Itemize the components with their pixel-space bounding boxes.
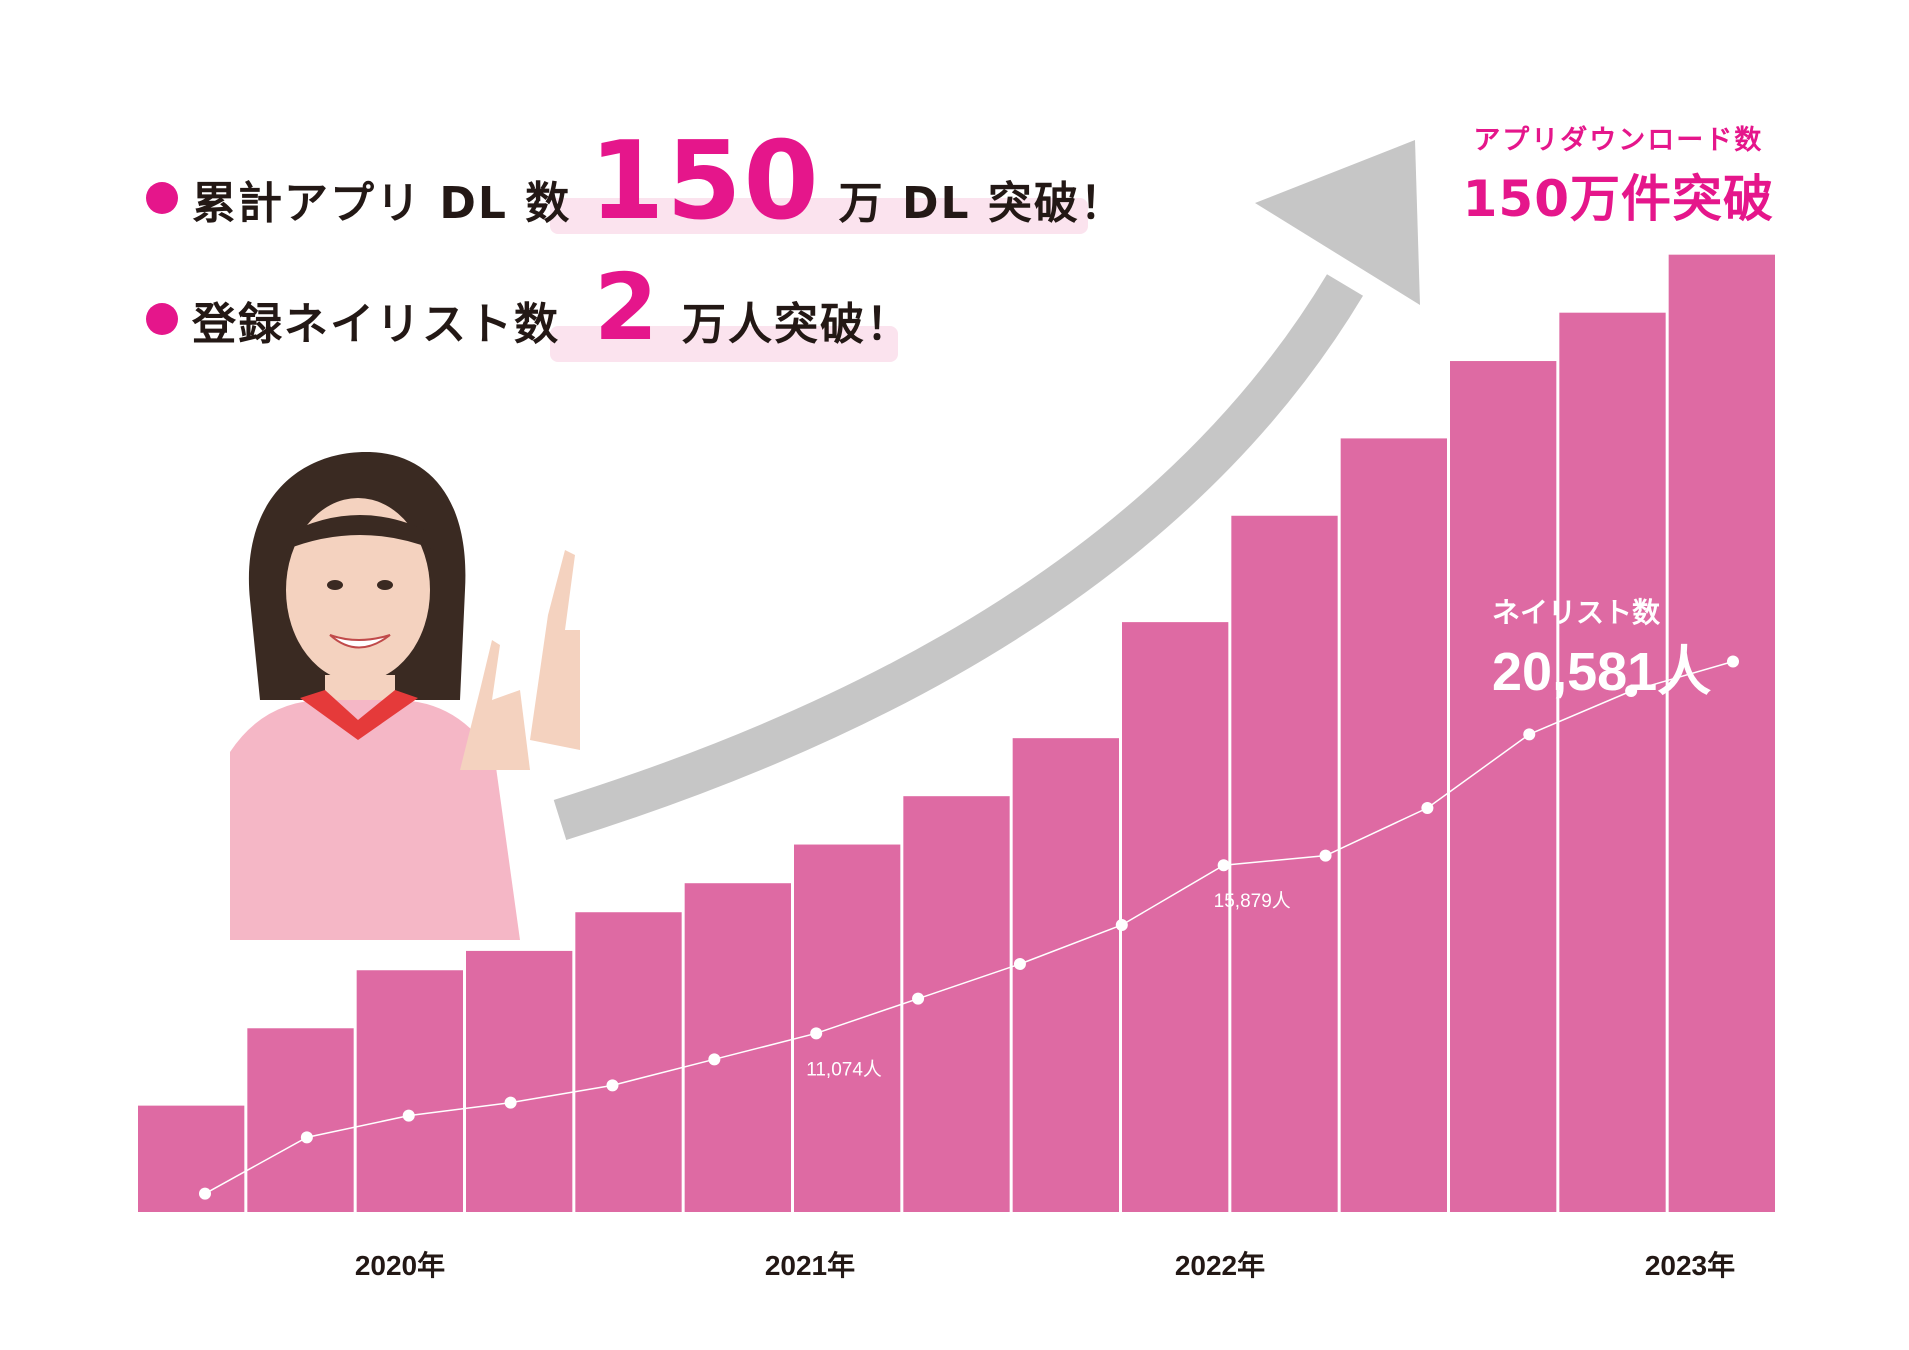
line-point (1523, 728, 1536, 741)
line-point (1115, 919, 1128, 931)
line-point (1421, 802, 1434, 814)
download-callout-value: 150万件突破 (1462, 170, 1774, 228)
line-point (708, 1053, 721, 1066)
nailist-callout-label: ネイリスト数 (1492, 596, 1661, 629)
bar (1559, 312, 1666, 1212)
headline-2-suffix: 万人突破！ (682, 299, 913, 350)
x-tick-label: 2021年 (765, 1249, 855, 1281)
bar (794, 844, 901, 1212)
growth-arrow-head (1255, 140, 1420, 305)
bar (247, 1028, 354, 1212)
bar (1340, 438, 1447, 1212)
line-point (1625, 685, 1638, 697)
growth-arrow (553, 140, 1420, 841)
model-photo (230, 451, 580, 940)
headline-1-prefix: 累計アプリ DL 数 (192, 178, 572, 229)
bar (1668, 254, 1775, 1213)
download-callout-label: アプリダウンロード数 (1473, 125, 1764, 156)
bar (1122, 622, 1229, 1212)
line-point (402, 1109, 415, 1122)
headline-2-number: 2 (594, 254, 659, 361)
bar (575, 912, 682, 1212)
x-tick-label: 2023年 (1645, 1249, 1735, 1281)
line-point (1217, 859, 1230, 872)
line-point (1013, 958, 1026, 970)
line-series: 11,074人 15,879人 (199, 655, 1739, 1200)
x-axis: 2020年 2021年 2022年 2023年 (355, 1249, 1735, 1281)
bar-series (138, 254, 1775, 1213)
bar (903, 796, 1010, 1212)
headline-1-number: 150 (589, 119, 821, 244)
x-tick-label: 2020年 (355, 1249, 445, 1281)
point-label: 11,074人 (806, 1058, 882, 1080)
highlight-bar-1 (550, 198, 1088, 234)
bullet-dot-icon (146, 303, 178, 335)
bar (1450, 361, 1557, 1212)
highlight-bar-2 (550, 326, 898, 362)
headline-2-prefix: 登録ネイリスト数 (192, 299, 560, 350)
download-callout: アプリダウンロード数 150万件突破 (1463, 118, 1774, 231)
bangs-shape (285, 515, 435, 550)
growth-arrow-shaft (553, 274, 1364, 841)
nailist-callout-value: 20,581人 (1492, 642, 1711, 702)
headline-area: 累計アプリ DL 数 150 万 DL 突破！ 登録ネイリスト数 2 万人突破！ (0, 0, 1909, 420)
line-point (1319, 849, 1332, 862)
line-point (199, 1187, 211, 1200)
headline-1-suffix: 万 DL 突破！ (838, 178, 1126, 229)
collar-shape (300, 690, 418, 740)
line-point (810, 1027, 823, 1040)
bar (1012, 738, 1119, 1212)
bar (466, 950, 573, 1212)
x-tick-label: 2022年 (1175, 1249, 1265, 1281)
bar (1231, 515, 1338, 1212)
bar (138, 1105, 245, 1212)
line-point (1727, 655, 1739, 668)
bullet-dot-icon (146, 182, 178, 214)
line-point (504, 1096, 517, 1109)
bar (356, 970, 463, 1212)
line-point (300, 1131, 313, 1144)
face-shape (286, 498, 430, 682)
line-point (606, 1079, 619, 1092)
line-point (912, 992, 925, 1005)
line-path (204, 660, 1734, 1195)
headline-row-2: 登録ネイリスト数 2 万人突破！ (146, 262, 912, 354)
point-label: 15,879人 (1214, 890, 1291, 912)
headline-row-1: 累計アプリ DL 数 150 万 DL 突破！ (146, 128, 1126, 236)
shirt-shape (230, 700, 520, 940)
right-hand-shape (530, 550, 580, 750)
bar (684, 883, 791, 1212)
left-hand-shape (460, 640, 530, 770)
